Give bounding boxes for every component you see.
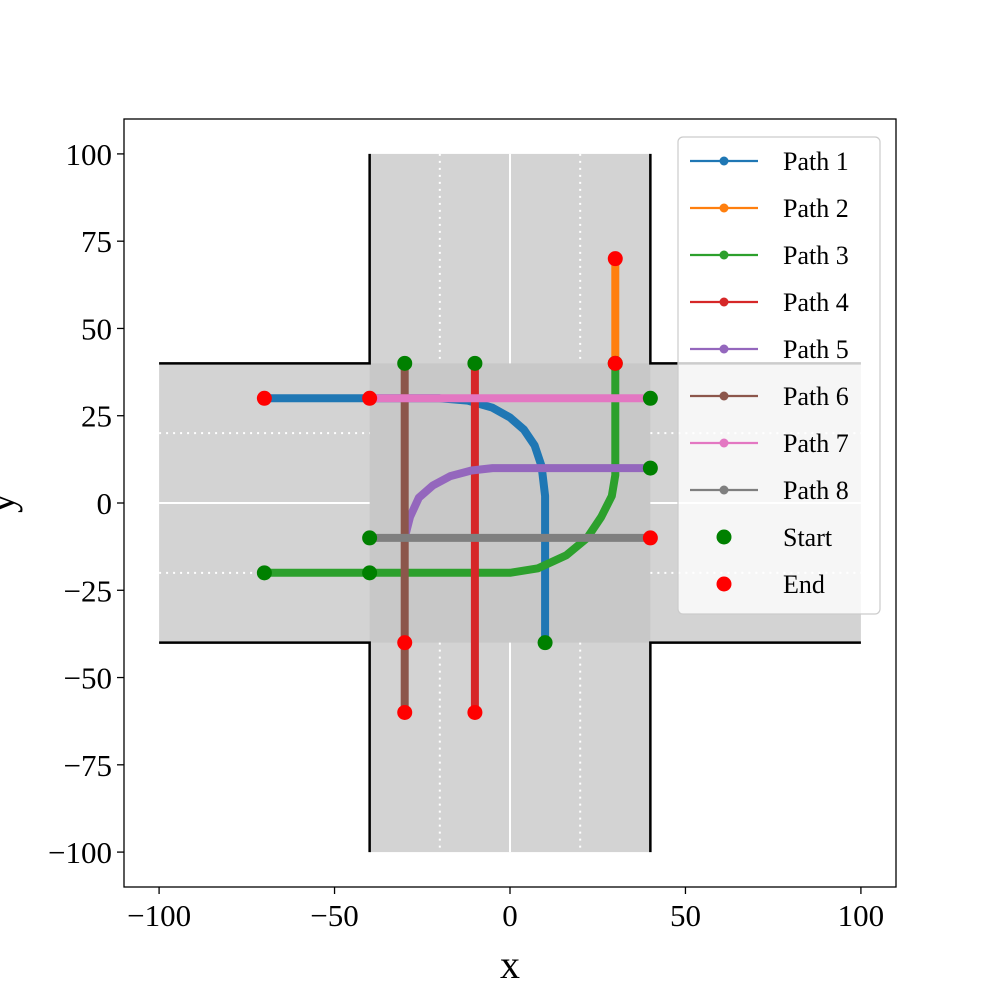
axis-ticks: −100 −50 0 50 100 −100 −75 −50 −25 0 25 50 75 100 (48, 137, 884, 933)
start-point (467, 355, 483, 371)
legend-end-marker (716, 576, 732, 592)
start-point (362, 565, 378, 581)
legend-path-4-marker (719, 297, 729, 307)
path-5-line (400, 464, 651, 539)
x-tick-label: 100 (838, 898, 885, 933)
y-tick-label: 100 (66, 137, 113, 172)
y-tick-label: 75 (81, 224, 112, 259)
end-point (607, 251, 623, 267)
x-tick-label: −50 (310, 898, 358, 933)
end-point (362, 390, 378, 406)
y-tick-label: 50 (81, 311, 112, 346)
end-point (607, 355, 623, 371)
legend-path-1-marker (719, 156, 729, 166)
legend-path-4-label: Path 4 (783, 288, 849, 317)
legend-path-2-marker (719, 203, 729, 213)
y-tick-label: 25 (81, 399, 112, 434)
legend-path-7-label: Path 7 (783, 429, 849, 458)
legend-path-8-marker (719, 485, 729, 495)
end-point (642, 530, 658, 546)
legend-path-2-label: Path 2 (783, 194, 849, 223)
end-point (256, 390, 272, 406)
legend-box (677, 136, 881, 615)
legend-path-6-label: Path 6 (783, 382, 849, 411)
start-point (362, 530, 378, 546)
legend-start-label: Start (783, 523, 833, 552)
road-edge-se (649, 641, 861, 853)
road-edge-sw (159, 641, 371, 853)
end-point (467, 704, 483, 720)
legend-path-6-marker (719, 391, 729, 401)
x-tick-label: −100 (127, 898, 191, 933)
legend-path-3-label: Path 3 (783, 241, 849, 270)
x-axis-label: x (500, 942, 520, 987)
y-tick-label: −100 (48, 835, 112, 870)
x-tick-label: 0 (502, 898, 518, 933)
x-tick-label: 50 (670, 898, 701, 933)
legend-path-1-label: Path 1 (783, 147, 849, 176)
end-point (397, 704, 413, 720)
start-point (642, 460, 658, 476)
y-tick-label: −50 (64, 661, 112, 696)
start-point (397, 355, 413, 371)
legend-path-5-label: Path 5 (783, 335, 849, 364)
start-point (537, 635, 553, 651)
y-tick-label: −75 (64, 748, 112, 783)
legend-path-5-marker (719, 344, 729, 354)
road-edge-nw (159, 153, 371, 365)
legend-end-label: End (783, 570, 825, 599)
y-tick-label: 0 (97, 486, 113, 521)
end-point (397, 635, 413, 651)
y-tick-label: −25 (64, 573, 112, 608)
legend-path-7-marker (719, 438, 729, 448)
legend-start-marker (716, 529, 732, 545)
start-end-points (256, 251, 658, 720)
legend: Path 1 Path 2 Path 3 Path 4 Path 5 Path 6 Path… (677, 136, 881, 615)
start-point (256, 565, 272, 581)
legend-path-3-marker (719, 250, 729, 260)
start-point (642, 390, 658, 406)
legend-path-8-label: Path 8 (783, 476, 849, 505)
y-axis-label: y (0, 493, 23, 513)
